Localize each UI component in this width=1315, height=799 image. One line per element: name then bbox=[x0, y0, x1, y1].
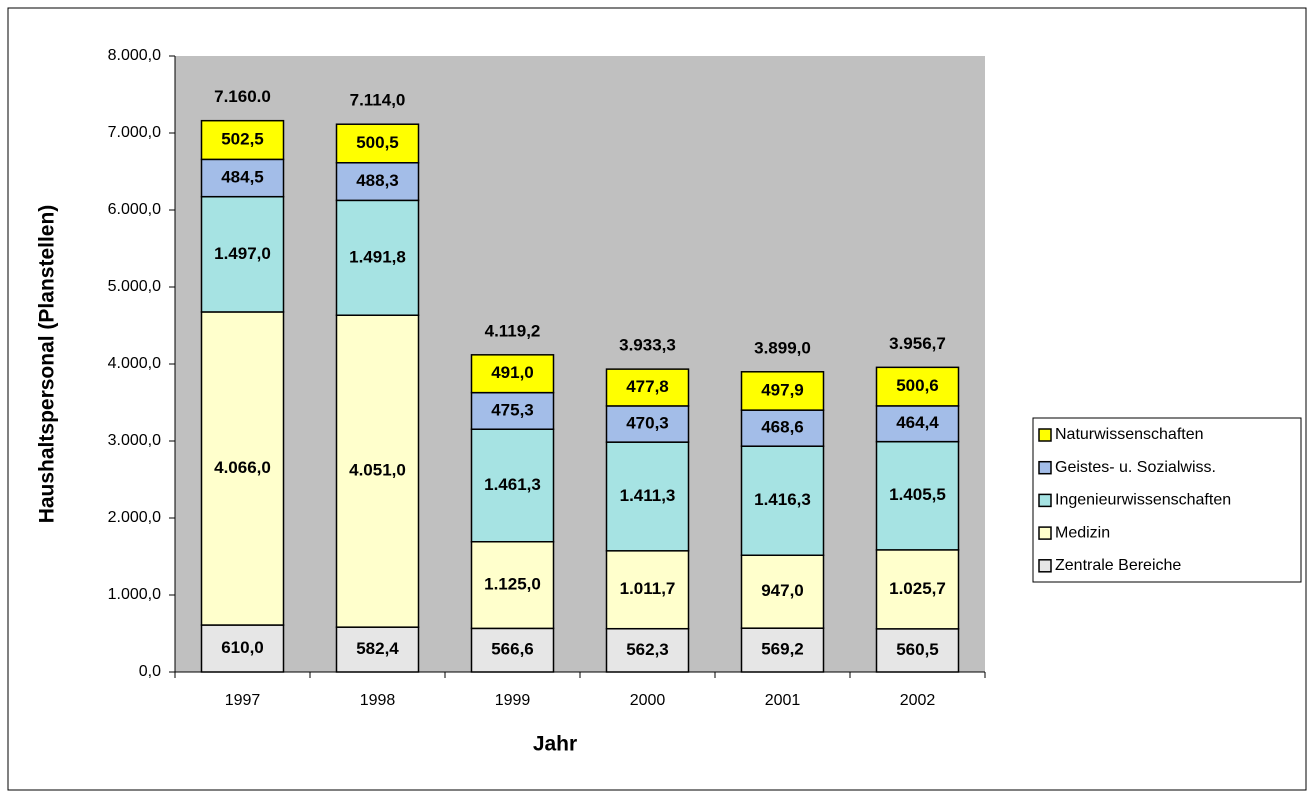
y-tick-label: 5.000,0 bbox=[108, 278, 161, 295]
y-axis-title: Haushaltspersonal (Planstellen) bbox=[36, 205, 59, 524]
x-tick-label: 1999 bbox=[495, 692, 531, 709]
legend-swatch bbox=[1038, 428, 1052, 442]
bar-segment bbox=[875, 440, 960, 551]
bar-segment bbox=[335, 123, 420, 164]
data-label: 477,8 bbox=[626, 377, 669, 396]
data-label: 1.461,3 bbox=[484, 475, 541, 494]
data-label: 491,0 bbox=[491, 363, 534, 382]
bar-segment bbox=[875, 628, 960, 673]
data-label: 1.405,5 bbox=[889, 485, 946, 504]
bar-segment bbox=[605, 627, 690, 673]
data-label: 500,5 bbox=[356, 133, 399, 152]
bar-segment bbox=[605, 368, 690, 407]
bar-segment bbox=[470, 627, 555, 673]
bar-segment bbox=[605, 550, 690, 630]
x-tick-label: 2001 bbox=[765, 692, 801, 709]
y-tick-label: 8.000,0 bbox=[108, 47, 161, 64]
total-label: 4.119,2 bbox=[485, 321, 541, 340]
data-label: 1.125,0 bbox=[484, 575, 541, 594]
data-label: 582,4 bbox=[356, 639, 399, 658]
data-label: 569,2 bbox=[761, 640, 804, 659]
bar-segment bbox=[875, 549, 960, 630]
data-label: 1.416,3 bbox=[754, 490, 811, 509]
data-label: 1.491,8 bbox=[349, 247, 406, 266]
data-label: 502,5 bbox=[221, 130, 264, 149]
legend-label: Medizin bbox=[1055, 524, 1110, 541]
legend-label: Zentrale Bereiche bbox=[1055, 557, 1181, 574]
total-label: 3.956,7 bbox=[889, 334, 946, 353]
bar-segment bbox=[740, 627, 825, 673]
bar-segment bbox=[335, 314, 420, 628]
data-label: 4.066,0 bbox=[214, 458, 271, 477]
y-tick-label: 0,0 bbox=[139, 663, 161, 680]
plot-area bbox=[175, 56, 985, 672]
x-tick-label: 1998 bbox=[360, 692, 396, 709]
total-label: 3.899,0 bbox=[754, 338, 811, 357]
bar-segment bbox=[470, 428, 555, 543]
legend-label: Ingenieurwissenschaften bbox=[1055, 492, 1231, 509]
bar-segment bbox=[740, 371, 825, 411]
y-tick-label: 6.000,0 bbox=[108, 201, 161, 218]
data-label: 484,5 bbox=[221, 168, 264, 187]
data-label: 4.051,0 bbox=[349, 461, 406, 480]
legend-swatch bbox=[1038, 526, 1052, 540]
bar-segment bbox=[875, 366, 960, 407]
bar-segment bbox=[335, 626, 420, 673]
bar-segment bbox=[740, 409, 825, 447]
legend-swatch bbox=[1038, 493, 1052, 508]
bar-segment bbox=[200, 158, 285, 198]
x-axis-title: Jahr bbox=[533, 733, 577, 756]
data-label: 475,3 bbox=[491, 400, 534, 419]
data-label: 610,0 bbox=[221, 638, 264, 657]
legend-label: Geistes- u. Sozialwiss. bbox=[1055, 459, 1216, 476]
data-label: 488,3 bbox=[356, 171, 399, 190]
total-label: 7.114,0 bbox=[350, 91, 406, 110]
data-label: 497,9 bbox=[761, 380, 804, 399]
legend-box bbox=[1032, 417, 1302, 583]
legend-label: Naturwissenschaften bbox=[1055, 426, 1204, 443]
x-tick-label: 2000 bbox=[630, 692, 666, 709]
x-tick-label: 2002 bbox=[900, 692, 936, 709]
data-label: 947,0 bbox=[761, 581, 804, 600]
bar-segment bbox=[875, 405, 960, 443]
bar-segment bbox=[470, 354, 555, 394]
bar-segment bbox=[740, 445, 825, 557]
x-tick-label: 1997 bbox=[225, 692, 261, 709]
bar-segment bbox=[200, 119, 285, 161]
data-label: 1.025,7 bbox=[889, 579, 946, 598]
total-label: 3.933,3 bbox=[619, 336, 676, 355]
bar-segment bbox=[605, 405, 690, 443]
data-label: 560,5 bbox=[896, 640, 939, 659]
bar-segment bbox=[200, 195, 285, 313]
data-label: 470,3 bbox=[626, 414, 669, 433]
bar-segment bbox=[740, 554, 825, 629]
bar-segment bbox=[470, 391, 555, 430]
bar-segment bbox=[470, 540, 555, 630]
y-tick-label: 1.000,0 bbox=[108, 586, 161, 603]
data-label: 562,3 bbox=[626, 640, 669, 659]
data-label: 1.411,3 bbox=[620, 486, 676, 505]
total-label: 7.160.0 bbox=[214, 87, 271, 106]
data-label: 464,4 bbox=[896, 413, 939, 432]
y-tick-label: 2.000,0 bbox=[108, 509, 161, 526]
data-label: 1.011,7 bbox=[620, 579, 676, 598]
y-tick-label: 4.000,0 bbox=[108, 355, 161, 372]
data-label: 1.497,0 bbox=[214, 244, 271, 263]
y-tick-label: 7.000,0 bbox=[108, 124, 161, 141]
bar-segment bbox=[335, 199, 420, 316]
y-tick-label: 3.000,0 bbox=[108, 432, 161, 449]
bar-segment bbox=[605, 441, 690, 552]
legend-swatch bbox=[1038, 559, 1052, 573]
bar-segment bbox=[335, 162, 420, 202]
data-label: 500,6 bbox=[896, 376, 939, 395]
data-label: 468,6 bbox=[761, 418, 804, 437]
legend-swatch bbox=[1038, 460, 1052, 475]
data-label: 566,6 bbox=[491, 640, 534, 659]
